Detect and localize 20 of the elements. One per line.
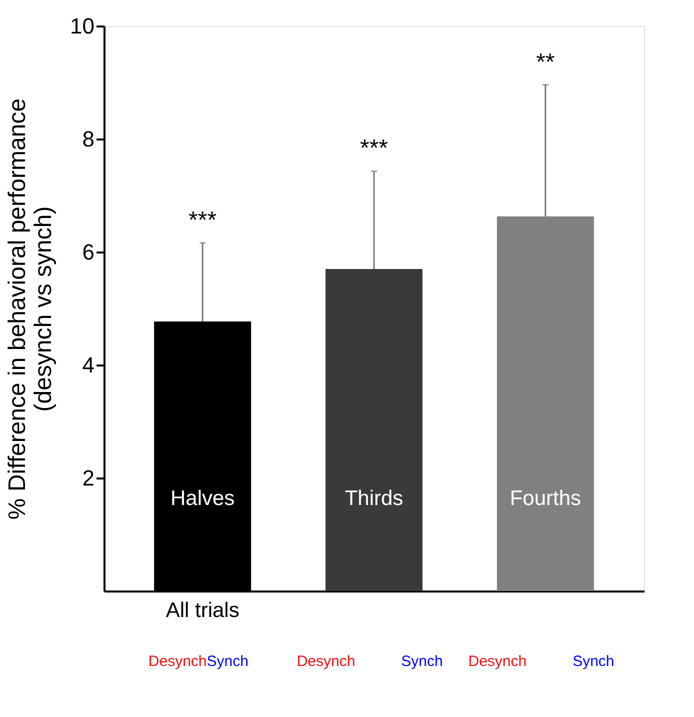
text: All trials bbox=[166, 599, 240, 622]
text: Desynch bbox=[296, 653, 356, 670]
annotation: ** bbox=[536, 48, 555, 76]
x-tick-label: Halves bbox=[170, 487, 235, 510]
text: Desynch bbox=[468, 653, 527, 670]
text: Synch bbox=[401, 653, 443, 670]
annotation: *** bbox=[360, 135, 388, 162]
text: Synch bbox=[572, 653, 614, 670]
y-tick-label: 2 bbox=[82, 466, 94, 490]
annotation: *** bbox=[188, 206, 217, 234]
text: Synch bbox=[206, 653, 248, 670]
y-tick-label: 6 bbox=[82, 240, 94, 264]
y-tick-label: 4 bbox=[82, 352, 94, 378]
x-tick-label: Fourths bbox=[510, 487, 582, 510]
y-tick-label: 8 bbox=[82, 126, 94, 152]
y-axis-title: % Difference in behavioral performance (desynch vs synch) bbox=[4, 98, 58, 520]
y-tick-label: 10 bbox=[70, 14, 94, 38]
x-tick-label: Thirds bbox=[344, 487, 404, 510]
bar bbox=[326, 268, 422, 591]
text: Desynch bbox=[148, 653, 207, 670]
